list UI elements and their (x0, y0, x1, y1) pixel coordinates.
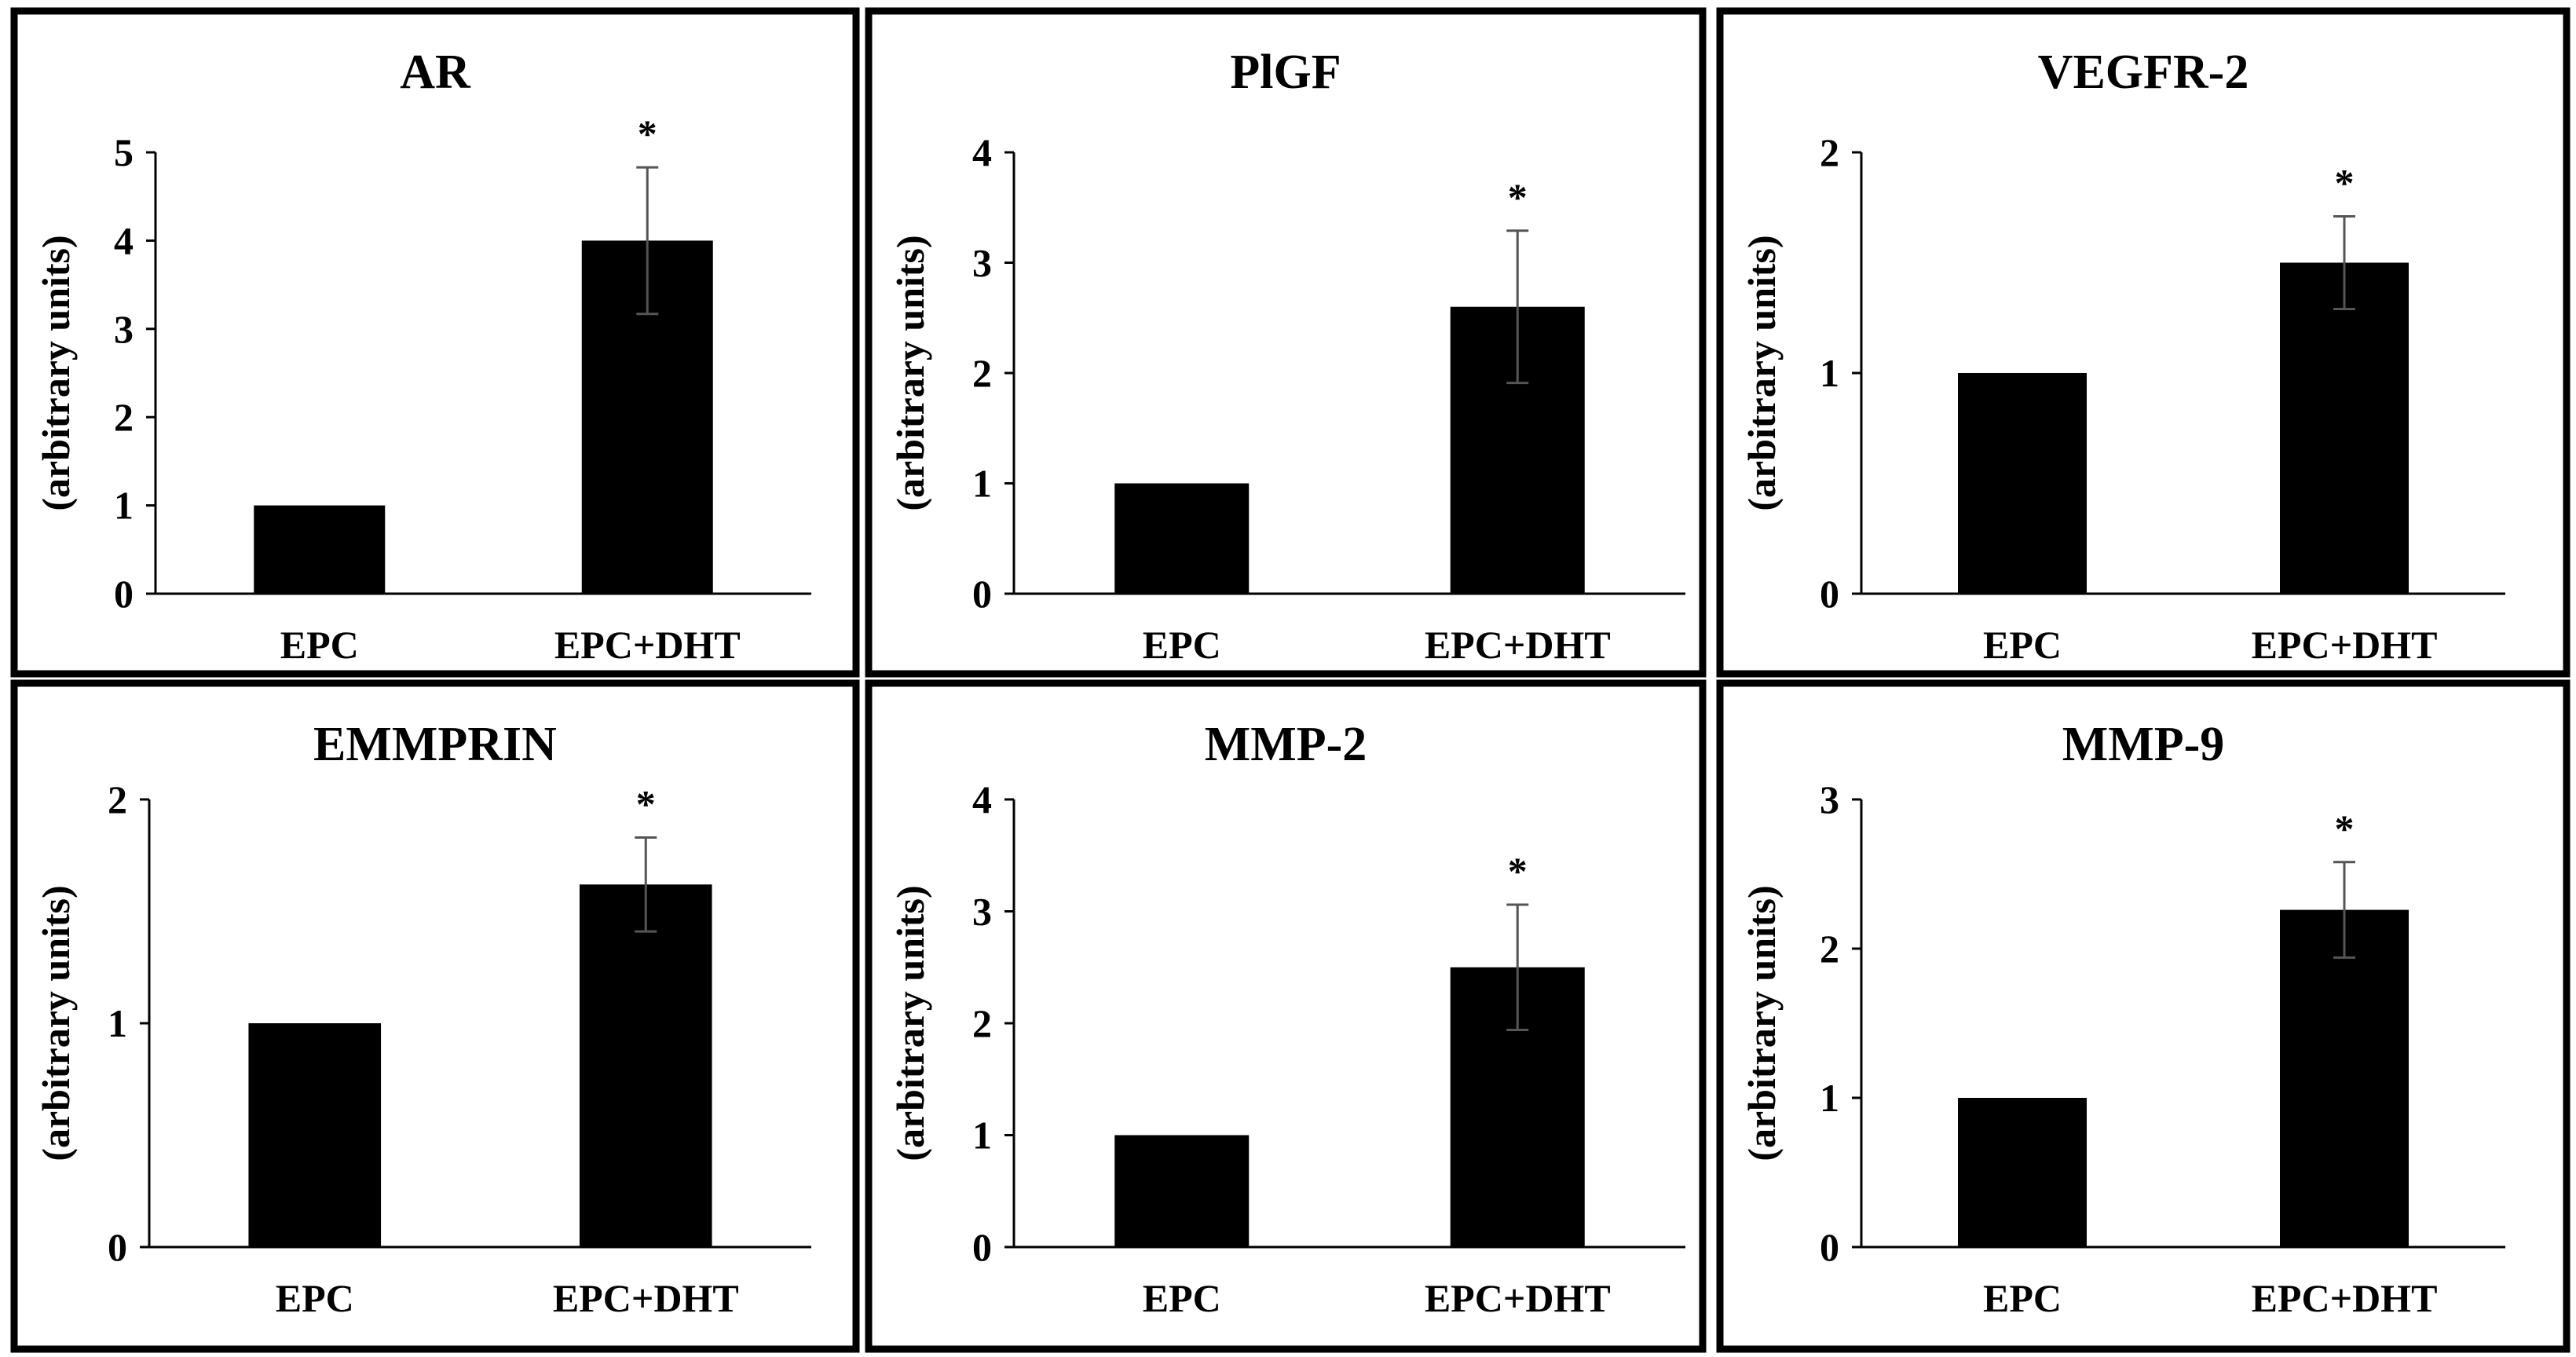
y-tick-label: 0 (1820, 572, 1839, 616)
y-tick-label: 1 (972, 1114, 992, 1158)
y-axis-label: (arbitrary units) (1740, 885, 1784, 1161)
chart-title: AR (400, 46, 471, 99)
y-axis-label: (arbitrary units) (34, 885, 78, 1161)
panel-emmprin: EMMPRIN 0 1 2 (arbitrary units) EPC EPC+DHT * (10, 679, 860, 1353)
category-label: EPC (276, 1276, 354, 1320)
category-label: EPC (280, 623, 359, 667)
y-tick-label: 3 (1820, 777, 1839, 821)
y-tick-label: 0 (108, 1225, 127, 1269)
significance-marker: * (636, 781, 656, 825)
error-bar-epc-dht (636, 166, 659, 316)
y-tick-label: 0 (972, 1225, 992, 1269)
significance-marker: * (1508, 849, 1528, 893)
y-tick-label: 2 (972, 351, 992, 395)
error-bar-epc-dht (2333, 214, 2355, 311)
y-tick-label: 0 (1820, 1225, 1839, 1269)
bar-epc (1114, 1135, 1250, 1247)
significance-marker: * (2335, 807, 2355, 850)
y-tick-label: 3 (972, 241, 992, 285)
panel-vegfr-2: VEGFR-2 0 1 2 (arbitrary units) EPC EPC+DHT * (1716, 7, 2571, 678)
panel-border (1716, 679, 2571, 1353)
y-tick-label: 3 (114, 307, 134, 351)
y-tick-label: 2 (1820, 927, 1839, 971)
y-tick-label: 2 (972, 1001, 992, 1045)
category-label: EPC+DHT (1425, 623, 1611, 667)
y-tick-label: 1 (114, 484, 134, 528)
y-tick-label: 1 (1820, 351, 1839, 395)
bar-epc-dht (2280, 262, 2409, 594)
panel-border (1716, 7, 2571, 678)
y-tick-label: 5 (114, 130, 134, 174)
panel-mmp-9: MMP-9 0 1 2 3 (arbitrary units) EPC EPC+DHT * (1716, 679, 2571, 1353)
bar-epc-dht (2280, 909, 2409, 1247)
y-tick-label: 4 (972, 130, 992, 174)
category-label: EPC (1983, 623, 2062, 667)
category-label: EPC (1143, 623, 1221, 667)
panel-border (10, 679, 860, 1353)
y-tick-label: 2 (108, 777, 127, 821)
y-tick-label: 1 (972, 462, 992, 506)
y-tick-label: 0 (114, 572, 134, 616)
y-tick-label: 1 (108, 1001, 127, 1045)
significance-marker: * (638, 112, 657, 155)
bar-epc (248, 1023, 382, 1247)
y-axis-label: (arbitrary units) (888, 235, 932, 510)
bar-epc-dht (579, 884, 712, 1247)
y-axis-label: (arbitrary units) (888, 885, 932, 1161)
y-tick-label: 4 (114, 218, 134, 262)
category-label: EPC+DHT (1425, 1276, 1611, 1320)
category-label: EPC (1143, 1276, 1221, 1320)
y-tick-label: 4 (972, 777, 992, 821)
category-label: EPC+DHT (2252, 1276, 2438, 1320)
category-label: EPC+DHT (2252, 623, 2438, 667)
y-axis-label: (arbitrary units) (1740, 235, 1784, 510)
error-bar-epc-dht (1506, 903, 1529, 1032)
chart-title: MMP-2 (1205, 718, 1367, 771)
y-tick-label: 0 (972, 572, 992, 616)
error-bar-epc-dht (1506, 229, 1529, 385)
chart-title: EMMPRIN (313, 718, 557, 771)
bar-epc (1114, 483, 1250, 594)
y-tick-label: 2 (1820, 130, 1839, 174)
panel-mmp-2: MMP-2 0 1 2 3 4 (arbitrary units) EPC EPC+DHT * (865, 679, 1707, 1353)
y-tick-label: 2 (114, 395, 134, 439)
y-tick-label: 1 (1820, 1076, 1839, 1120)
panel-border (10, 7, 860, 678)
chart-title: PlGF (1230, 46, 1341, 99)
category-label: EPC+DHT (554, 623, 741, 667)
significance-marker: * (1508, 175, 1528, 219)
bar-epc (1958, 1098, 2087, 1247)
chart-title: MMP-9 (2062, 718, 2225, 771)
error-bar-epc-dht (635, 836, 657, 933)
bar-epc (1958, 373, 2087, 594)
panel-plgf: PlGF 0 1 2 3 4 (arbitrary units) EPC EPC+DHT * (865, 7, 1707, 678)
category-label: EPC (1983, 1276, 2062, 1320)
panel-ar: AR 0 1 2 3 4 5 (arbitrary units) EPC EPC+DHT * (10, 7, 860, 678)
chart-title: VEGFR-2 (2038, 46, 2249, 99)
significance-marker: * (2335, 160, 2355, 204)
y-tick-label: 3 (972, 890, 992, 934)
category-label: EPC+DHT (553, 1276, 739, 1320)
bar-epc (254, 505, 386, 594)
y-axis-label: (arbitrary units) (34, 235, 78, 510)
error-bar-epc-dht (2333, 861, 2355, 959)
